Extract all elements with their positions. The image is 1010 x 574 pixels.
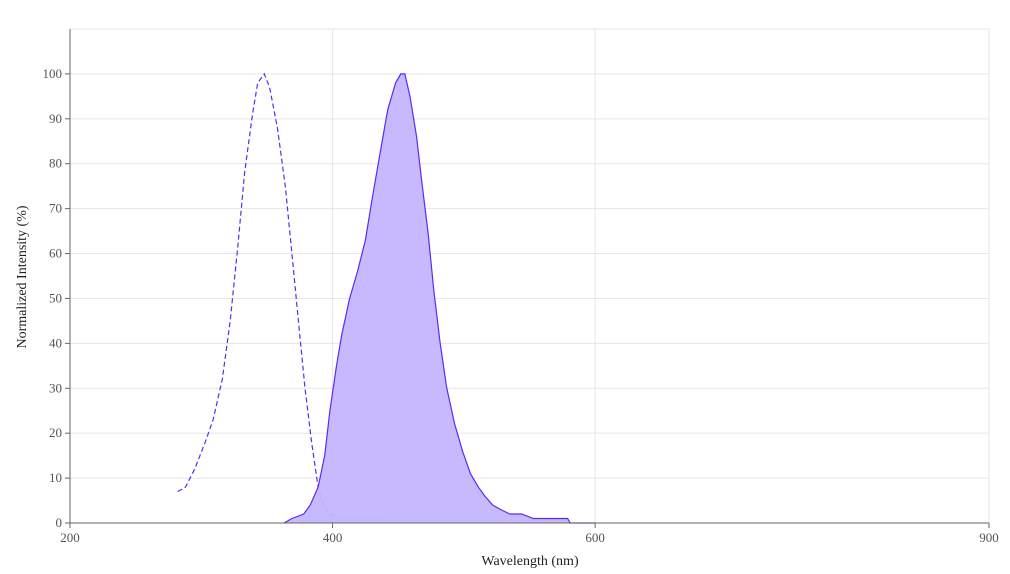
x-tick-label: 600: [585, 530, 605, 545]
y-tick-label: 80: [49, 156, 62, 171]
x-tick-label: 900: [979, 530, 999, 545]
series-layer: [177, 72, 596, 524]
y-tick-label: 40: [49, 335, 62, 350]
axes: 0 10 20 30 40 50 60 70 80 90 100 200 400 600 900: [43, 29, 999, 545]
excitation-line: [177, 72, 383, 520]
emission-line: [283, 73, 596, 524]
x-tick-label: 200: [60, 530, 80, 545]
y-tick-label: 10: [49, 470, 62, 485]
y-tick-label: 60: [49, 246, 62, 261]
y-tick-label: 100: [43, 66, 63, 81]
y-axis-label: Normalized Intensity (%): [15, 205, 30, 348]
emission-area: [283, 73, 596, 524]
x-tick-label: 400: [323, 530, 343, 545]
y-tick-label: 30: [49, 380, 62, 395]
x-axis-label: Wavelength (nm): [481, 554, 579, 569]
y-tick-label: 0: [56, 515, 63, 530]
y-tick-label: 50: [49, 290, 62, 305]
y-tick-label: 70: [49, 201, 62, 216]
y-tick-label: 90: [49, 111, 62, 126]
y-tick-label: 20: [49, 425, 62, 440]
grid: [70, 28, 990, 523]
